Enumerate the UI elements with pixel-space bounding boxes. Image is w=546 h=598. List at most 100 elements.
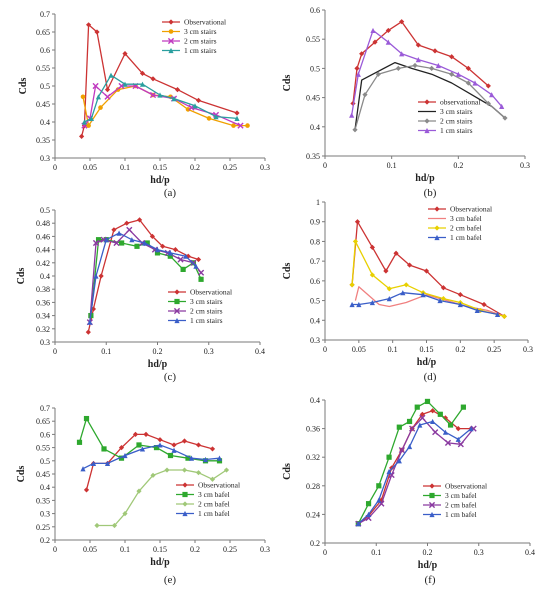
y-tick-label: 0.2 [40, 536, 50, 545]
data-point [420, 292, 426, 298]
data-point [192, 103, 198, 109]
data-point [76, 439, 83, 445]
series-line [354, 61, 506, 130]
data-point [118, 82, 125, 90]
x-axis-label: hd/p [415, 173, 435, 184]
legend-marker [173, 307, 181, 315]
data-point [150, 472, 156, 478]
data-point [424, 398, 431, 405]
panel-label: (d) [424, 371, 437, 383]
legend-marker [182, 491, 188, 498]
x-tick-label: 0.3 [523, 345, 533, 354]
data-point [92, 82, 99, 90]
data-point [395, 65, 401, 71]
data-point [365, 501, 372, 507]
data-point [412, 62, 418, 69]
x-tick-label: 0.1 [101, 347, 111, 356]
data-point [171, 96, 177, 102]
data-point [472, 80, 478, 86]
legend-marker [174, 298, 180, 305]
y-tick-label: 0.46 [36, 232, 50, 241]
x-axis-label: hd/p [148, 359, 168, 370]
x-tick-label: 0 [323, 548, 327, 557]
x-axis-label: hd/p [417, 357, 437, 368]
data-point [489, 92, 495, 98]
series-line [89, 232, 197, 323]
x-tick-label: 0.2 [453, 161, 463, 170]
data-point [352, 238, 359, 245]
data-point [352, 127, 358, 133]
x-tick-label: 0.05 [352, 345, 366, 354]
data-point [370, 27, 376, 34]
data-point [457, 301, 463, 308]
data-point [122, 452, 128, 459]
y-tick-label: 0.7 [310, 257, 320, 266]
data-point [143, 431, 149, 437]
legend-label: 2 cm bafel [198, 500, 230, 509]
data-point [393, 250, 399, 256]
data-point [369, 299, 375, 306]
data-point [406, 262, 413, 268]
data-point [181, 438, 188, 444]
y-tick-label: 0.45 [36, 470, 50, 479]
data-point [185, 455, 191, 461]
data-point [349, 112, 355, 118]
data-point [502, 115, 508, 121]
data-point [87, 319, 93, 325]
data-point [465, 80, 471, 86]
y-tick-label: 0.5 [40, 206, 50, 215]
data-point [386, 468, 392, 475]
y-tick-label: 0.36 [306, 425, 320, 434]
data-point [83, 415, 90, 422]
data-point [195, 442, 202, 448]
data-point [485, 83, 491, 89]
series-line [352, 21, 489, 104]
legend-label: 3 cm bafel [445, 491, 477, 500]
data-point [124, 220, 130, 226]
data-point [399, 19, 405, 25]
data-point [111, 522, 118, 529]
data-point [442, 429, 449, 435]
y-tick-label: 0.55 [36, 444, 50, 453]
data-point [440, 285, 447, 291]
y-tick-label: 0.34 [36, 312, 50, 321]
data-point [501, 313, 507, 319]
y-tick-label: 0.9 [310, 218, 320, 227]
legend-label: 1 cm stairs [190, 316, 223, 325]
data-point [234, 110, 240, 116]
legend-label: Observational [190, 288, 232, 297]
legend-label: 2 cm stairs [440, 117, 473, 126]
data-point [362, 92, 368, 98]
legend-marker [168, 19, 174, 25]
chart-panel: 0.3 0.32 0.34 0.36 0.38 0.4 0.42 0.44 0.46 0.48 0.… [16, 206, 265, 383]
data-point [385, 27, 391, 34]
y-tick-label: 0.4 [40, 118, 50, 127]
data-point [160, 243, 166, 249]
data-point [129, 237, 135, 243]
data-point [164, 467, 170, 473]
data-point [231, 123, 236, 128]
x-tick-label: 0.25 [223, 545, 237, 554]
y-tick-label: 0.3 [40, 154, 50, 163]
y-axis-label: Cds [18, 78, 29, 95]
data-point [386, 286, 392, 292]
data-point [193, 263, 199, 269]
data-point [365, 511, 372, 517]
data-point [406, 418, 413, 425]
y-tick-label: 0.5 [310, 64, 320, 73]
data-point [98, 105, 103, 110]
data-point [83, 487, 90, 493]
y-tick-label: 0.35 [36, 496, 50, 505]
legend-marker [167, 37, 175, 45]
x-tick-label: 0 [53, 163, 57, 172]
data-point [167, 250, 173, 256]
data-point [386, 296, 392, 302]
legend-marker [424, 99, 430, 105]
data-point [116, 230, 122, 236]
data-point [154, 247, 161, 253]
x-tick-label: 0.3 [204, 347, 214, 356]
y-tick-label: 0.3 [40, 510, 50, 519]
legend-marker [429, 492, 435, 499]
